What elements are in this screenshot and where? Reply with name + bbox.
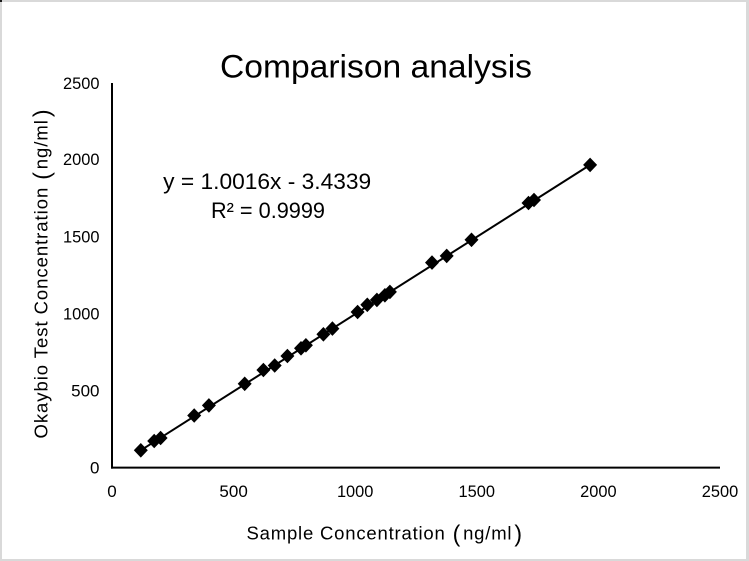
svg-text:y = 1.0016x - 3.4339: y = 1.0016x - 3.4339 — [163, 169, 371, 194]
svg-text:1500: 1500 — [63, 228, 100, 247]
svg-text:Sample Concentration(ng/ml): Sample Concentration(ng/ml) — [247, 521, 523, 547]
svg-text:1000: 1000 — [63, 305, 100, 324]
svg-text:R² = 0.9999: R² = 0.9999 — [211, 198, 325, 223]
svg-text:500: 500 — [219, 482, 247, 501]
svg-text:2000: 2000 — [580, 482, 617, 501]
svg-text:2500: 2500 — [63, 74, 100, 93]
svg-text:Okaybio Test Concentration(ng/: Okaybio Test Concentration(ng/ml) — [29, 109, 55, 438]
svg-text:0: 0 — [107, 482, 116, 501]
svg-text:2000: 2000 — [63, 150, 100, 169]
svg-text:0: 0 — [90, 458, 99, 477]
svg-text:2500: 2500 — [702, 482, 739, 501]
svg-text:1000: 1000 — [337, 482, 374, 501]
svg-text:Comparison analysis: Comparison analysis — [220, 49, 532, 85]
svg-text:500: 500 — [71, 381, 99, 400]
svg-text:1500: 1500 — [459, 482, 496, 501]
